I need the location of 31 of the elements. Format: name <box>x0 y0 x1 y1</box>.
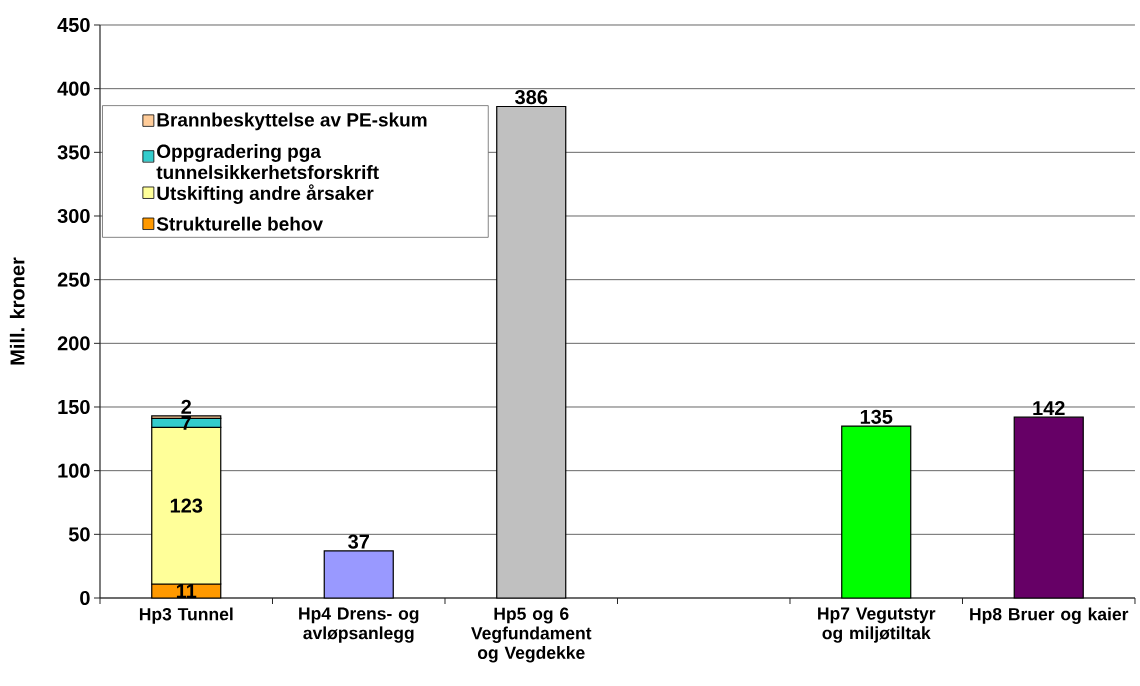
x-tick-label: Hp7 Vegutstyr og miljøtiltak <box>818 607 936 643</box>
y-tick-label: 350 <box>57 145 90 160</box>
y-tick-label: 400 <box>57 81 90 96</box>
y-tick-label: 250 <box>57 272 90 287</box>
legend-label: Oppgradering pga tunnelsikkerhetsforskrift <box>156 144 379 180</box>
x-tick-label: Hp5 og 6 Vegfundament og Vegdekke <box>471 607 592 663</box>
y-tick-label: 100 <box>58 463 90 478</box>
y-tick-label: 200 <box>57 336 90 351</box>
x-tick-label: Hp4 Drens- og avløpsanlegg <box>299 607 419 643</box>
data-label: 135 <box>860 409 893 424</box>
y-tick-label: 450 <box>57 17 90 33</box>
data-label: 123 <box>170 498 203 513</box>
legend-label: Brannbeskyttelse av PE-skum <box>157 112 427 131</box>
bar <box>323 550 394 599</box>
x-tick-label: Hp8 Bruer og kaier <box>970 607 1129 624</box>
y-tick-label: 0 <box>80 590 90 606</box>
bar <box>841 425 912 599</box>
y-tick-label: 300 <box>57 208 90 224</box>
y-tick-label: 150 <box>58 399 90 415</box>
data-label: 11 <box>176 584 197 598</box>
data-label: 386 <box>515 90 548 105</box>
y-axis-title: Mill. kroner <box>9 257 25 365</box>
data-label: 37 <box>348 534 369 549</box>
bar <box>1013 416 1084 599</box>
legend-label: Strukturelle behov <box>156 216 323 231</box>
data-label: 2 <box>181 399 192 414</box>
legend-label: Utskifting andre årsaker <box>157 184 374 204</box>
data-label: 142 <box>1033 401 1065 415</box>
y-tick-label: 50 <box>68 527 90 542</box>
bar <box>496 105 567 599</box>
x-tick-label: Hp3 Tunnel <box>139 607 233 624</box>
